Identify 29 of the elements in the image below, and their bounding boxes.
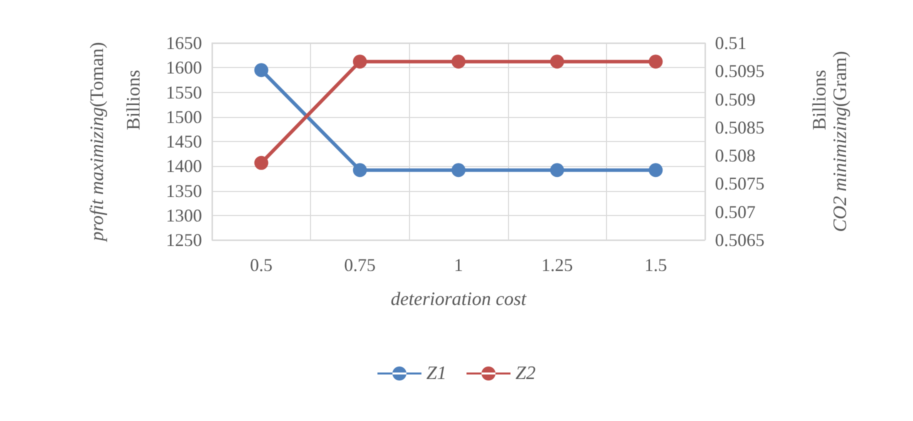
y-tick-label: 1600 [166,58,202,78]
legend-label: Z1 [426,363,447,384]
y2-tick-label: 0.509 [715,89,756,110]
y2-tick-label: 0.507 [715,202,756,222]
x-tick-label: 0.75 [344,255,376,275]
text: Billions [810,70,830,130]
y-tick-label: 1350 [166,180,202,201]
y2-tick-label: 0.5085 [715,117,764,138]
y2-tick-label: 0.5095 [715,61,764,82]
y-tick-label: 1500 [166,106,202,127]
y-tick-label: 1250 [166,230,202,250]
y-tick-label: 1550 [166,82,202,102]
y2-axis-title: CO2 minimizing(Gram) [830,50,851,232]
y2-tick-label: 0.508 [715,146,756,166]
y-tick-label: 1300 [166,205,202,226]
y-axis-title: profit maximizing(Toman) [87,42,108,244]
x-tick-label: 0.5 [250,255,273,275]
x-tick-label: 1.5 [644,255,667,275]
y2-tick-label: 0.5075 [715,174,764,194]
x-tick-label: 1 [454,255,463,275]
x-tick-label: 1.25 [541,255,573,275]
y-tick-label: 1650 [166,33,202,53]
legend-label: Z2 [516,363,536,384]
y2-tick-label: 0.51 [715,33,746,53]
text: Billions [124,70,144,130]
y-tick-label: 1450 [166,132,202,152]
y-tick-label: 1400 [166,156,202,176]
x-axis-title: deterioration cost [390,289,528,310]
y2-tick-label: 0.5065 [715,230,764,250]
